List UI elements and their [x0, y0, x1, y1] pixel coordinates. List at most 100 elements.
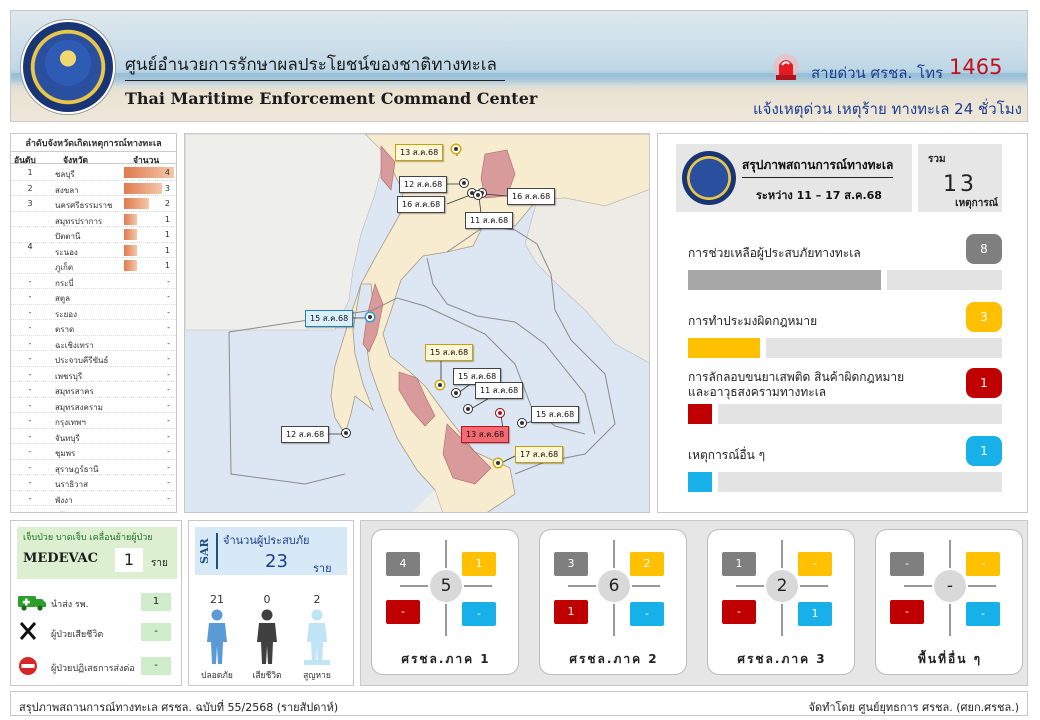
province-highlight-south-2 [442, 423, 492, 485]
incident-marker-dot [496, 409, 504, 417]
province-rank: - [28, 478, 32, 487]
province-count-bar [124, 260, 137, 271]
incident-marker-dot [452, 145, 460, 153]
rank-4-merged: 4 [27, 242, 33, 251]
incident-marker-label: 15 ส.ค.68 [425, 344, 474, 361]
incident-marker-label: 13 ส.ค.68 [395, 144, 444, 161]
incident-marker-label: 15 ส.ค.68 [305, 310, 354, 327]
province-count: - [167, 338, 170, 348]
summary-total-box: รวม 13 เหตุการณ์ [918, 144, 1002, 212]
province-count: - [167, 385, 170, 394]
category-bar-track [688, 472, 1002, 492]
person-safe-icon [202, 608, 232, 666]
medevac-note: เจ็บป่วย บาดเจ็บ เคลื่อนย้ายผู้ป่วย [23, 533, 153, 543]
zone-total: 5 [428, 568, 464, 604]
zone-count-blue: - [966, 602, 1000, 626]
zone-count-grey: 1 [722, 552, 756, 576]
province-rank: - [28, 385, 32, 394]
province-name: สมุทรสาคร [55, 387, 94, 396]
province-row: - ชุมพร - [11, 444, 176, 460]
province-count-bar [124, 198, 149, 209]
province-count: 1 [164, 245, 170, 255]
zone-count-grey: 4 [386, 552, 420, 576]
province-row: - เพชรบุรี - [11, 367, 176, 382]
medevac-panel: เจ็บป่วย บาดเจ็บ เคลื่อนย้ายผู้ป่วย MEDE… [10, 520, 182, 686]
province-count: - [167, 509, 170, 512]
province-count-bar [124, 213, 137, 225]
zone-count-grey: - [890, 552, 924, 576]
province-row: - ตรัง - [11, 506, 176, 512]
incident-marker-label: 15 ส.ค.68 [531, 406, 580, 423]
province-rank: 1 [27, 168, 33, 177]
category-bar-track [688, 338, 1002, 358]
province-count: 4 [164, 168, 170, 177]
province-count-bar [124, 244, 137, 256]
province-name: นราธิวาส [55, 480, 89, 489]
province-table-header: อันดับ จังหวัด จำนวน [11, 151, 176, 166]
incident-marker-label: 16 ส.ค.68 [397, 196, 446, 213]
siren-icon [773, 54, 799, 80]
zone-name: ศรชล.ภาค 1 [401, 652, 491, 666]
province-ranking-panel: ลำดับจังหวัดเกิดเหตุการณ์ทางทะเล อันดับ … [10, 133, 177, 513]
province-row: - พังงา - [11, 491, 176, 506]
medevac-unit: ราย [151, 558, 168, 569]
province-name: สมุทรปราการ [55, 216, 103, 226]
category-count-badge: 8 [966, 234, 1002, 264]
footer-issue: สรุปภาพสถานการณ์ทางทะเล ศรชล. ฉบับที่ 55… [19, 701, 339, 714]
eez-boundary [446, 225, 616, 475]
category-item: การช่วยเหลือผู้ประสบภัยทางทะเล 8 [688, 234, 1002, 294]
hotline-label: สายด่วน ศรชล. โทร [811, 64, 944, 82]
sar-figure-label: เสียชีวิต [252, 671, 282, 681]
footer: สรุปภาพสถานการณ์ทางทะเล ศรชล. ฉบับที่ 55… [10, 691, 1028, 716]
province-count: - [167, 276, 170, 286]
col-rank-header: อันดับ [14, 156, 36, 166]
province-row: - ระยอง - [11, 305, 176, 320]
summary-header: สรุปภาพสถานการณ์ทางทะเล ระหว่าง 11 – 17 … [676, 144, 912, 212]
footer-credit: จัดทำโดย ศูนย์ยุทธการ ศรชล. (ศยก.ศรชล.) [808, 701, 1019, 714]
col-province-header: จังหวัด [63, 156, 89, 166]
province-rank: - [28, 354, 32, 363]
category-bar-gap [712, 472, 719, 492]
person-deceased-icon [252, 608, 282, 666]
medevac-title: MEDEVAC [23, 551, 98, 566]
province-row: 3 นครศรีธรรมราช 2 [11, 196, 176, 212]
sar-count: 23 [265, 551, 288, 572]
medevac-count: 1 [115, 548, 143, 572]
medevac-header: เจ็บป่วย บาดเจ็บ เคลื่อนย้ายผู้ป่วย MEDE… [17, 527, 177, 579]
incident-marker-dot [464, 405, 472, 413]
province-count: 1 [164, 261, 170, 270]
province-rank: - [28, 416, 32, 425]
zone-total: 2 [764, 568, 800, 604]
col-count-header: จำนวน [133, 156, 160, 166]
province-rank: - [28, 400, 32, 410]
sar-panel: SAR จำนวนผู้ประสบภัย 23 ราย 21 ปลอดภัย 0 เส… [188, 520, 354, 686]
sar-unit: ราย [313, 562, 332, 575]
incident-marker-label: 12 ส.ค.68 [281, 426, 330, 443]
province-row: 1 ชลบุรี 4 [11, 165, 176, 181]
province-row: - สตูล - [11, 289, 176, 305]
zone-total: - [932, 568, 968, 604]
zone-card: 4 1 - -5 ศรชล.ภาค 1 [371, 529, 519, 675]
sar-tag: SAR [198, 533, 218, 569]
incident-marker-label: 16 ส.ค.68 [507, 188, 556, 205]
province-row: - ประจวบคีรีขันธ์ - [11, 351, 176, 367]
province-rank: - [28, 323, 32, 332]
province-count-bar [124, 182, 162, 194]
zone-card: 3 2 1 -6 ศรชล.ภาค 2 [539, 529, 687, 675]
ambulance-icon [18, 596, 46, 611]
category-label-line: เหตุการณ์อื่น ๆ [688, 448, 766, 462]
province-count: - [167, 447, 170, 456]
province-name: สงขลา [55, 185, 79, 195]
incident-marker-label: 17 ส.ค.68 [515, 446, 564, 463]
province-count: - [167, 307, 170, 317]
medevac-row-label: นำส่ง รพ. [51, 600, 89, 610]
province-rank: - [28, 292, 32, 301]
zone-name: ศรชล.ภาค 3 [737, 652, 827, 666]
summary-title: สรุปภาพสถานการณ์ทางทะเล [742, 156, 894, 178]
category-bar-track [688, 404, 1002, 424]
hotline-subtitle: แจ้งเหตุด่วน เหตุร้าย ทางทะเล 24 ชั่วโมง [753, 100, 1022, 118]
sar-figure-value: 21 [210, 593, 224, 606]
situation-summary-panel: สรุปภาพสถานการณ์ทางทะเล ระหว่าง 11 – 17 … [657, 133, 1028, 513]
province-count-bar [124, 167, 174, 178]
zone-name: พื้นที่อื่น ๆ [917, 652, 983, 666]
